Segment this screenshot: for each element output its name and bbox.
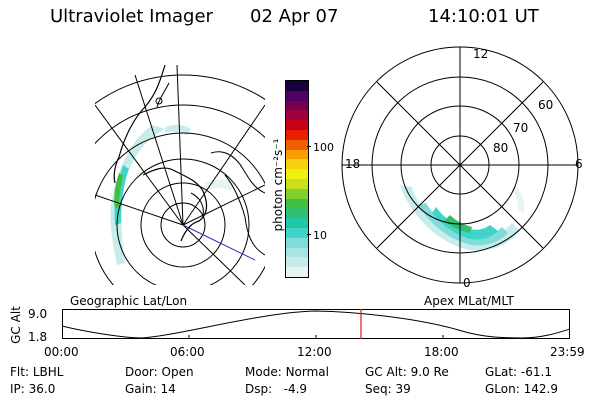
colorbar-segment <box>286 149 308 160</box>
info-gc-alt: GC Alt: 9.0 Re <box>365 365 449 379</box>
time-tick-2359: 23:59 <box>550 345 585 359</box>
colorbar-segment <box>286 110 308 121</box>
colorbar-segment <box>286 139 308 150</box>
colorbar-segment <box>286 81 308 91</box>
colorbar-segment <box>286 237 308 248</box>
geographic-caption: Geographic Lat/Lon <box>70 294 188 308</box>
aurora-emission-mlt <box>400 185 525 251</box>
instrument-title: Ultraviolet Imager <box>50 6 213 27</box>
altitude-ylabel: GC Alt <box>9 306 23 344</box>
colorbar-segment <box>286 208 308 219</box>
colorbar-segment <box>286 130 308 140</box>
info-mode: Mode: Normal <box>245 365 329 379</box>
colorbar-segment <box>286 179 308 189</box>
time-tick-0600: 06:00 <box>170 345 205 359</box>
mlt-label-6: 6 <box>575 157 583 171</box>
time-tick-0000: 00:00 <box>44 345 79 359</box>
polar-mlt-map <box>341 46 579 284</box>
info-filter: Flt: LBHL <box>10 365 64 379</box>
mlat-label-80: 80 <box>493 141 509 155</box>
info-seq: Seq: 39 <box>365 382 411 396</box>
info-glat: GLat: -61.1 <box>485 365 552 379</box>
mlt-label-0: 0 <box>463 276 471 290</box>
colorbar-tick-10: 10 <box>313 229 327 242</box>
mlt-label-12: 12 <box>473 47 489 61</box>
colorbar-segment <box>286 198 308 209</box>
time-tick-1200: 12:00 <box>297 345 332 359</box>
colorbar-segment <box>286 169 308 180</box>
colorbar-segment <box>286 90 308 101</box>
altitude-plot <box>61 309 571 339</box>
mlt-label-18: 18 <box>345 157 361 171</box>
info-door: Door: Open <box>125 365 194 379</box>
colorbar-tick-marks <box>307 146 311 147</box>
altitude-ytick-9: 9.0 <box>28 307 48 321</box>
mlat-label-60: 60 <box>538 98 554 112</box>
colorbar-segment <box>286 267 308 277</box>
colorbar-segment <box>286 188 308 199</box>
colorbar-unit-label: photon cm⁻²s⁻¹ <box>271 138 285 232</box>
colorbar-segment <box>286 228 308 238</box>
date-label: 02 Apr 07 <box>250 6 339 27</box>
info-ip: IP: 36.0 <box>10 382 56 396</box>
altitude-ytick-1-8: 1.8 <box>28 330 48 344</box>
altitude-curve <box>61 310 571 339</box>
apex-caption: Apex MLat/MLT <box>424 294 514 308</box>
colorbar-segment <box>286 257 308 268</box>
time-tick-1800: 18:00 <box>424 345 459 359</box>
colorbar <box>285 80 309 278</box>
colorbar-segment <box>286 218 308 229</box>
info-glon: GLon: 142.9 <box>485 382 558 396</box>
colorbar-segment <box>286 159 308 170</box>
colorbar-segment <box>286 247 308 258</box>
info-gain: Gain: 14 <box>125 382 176 396</box>
colorbar-segment <box>286 120 308 131</box>
mlat-label-70: 70 <box>513 121 529 135</box>
colorbar-tick-100: 100 <box>313 141 334 154</box>
geographic-map <box>95 65 265 285</box>
colorbar-segment <box>286 100 308 111</box>
time-label: 14:10:01 UT <box>428 6 539 27</box>
info-dsp: Dsp: -4.9 <box>245 382 308 396</box>
colorbar-tick-marks-2 <box>307 234 311 235</box>
